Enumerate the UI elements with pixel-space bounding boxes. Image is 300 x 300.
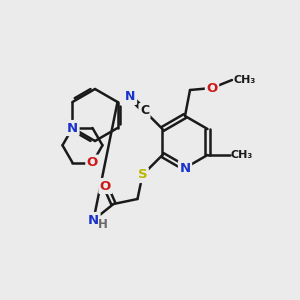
Text: O: O <box>100 179 111 193</box>
Text: N: N <box>179 161 191 175</box>
Text: S: S <box>138 169 147 182</box>
Text: CH₃: CH₃ <box>233 75 255 85</box>
Text: O: O <box>206 82 218 94</box>
Text: O: O <box>87 156 98 169</box>
Text: C: C <box>140 104 149 118</box>
Text: H: H <box>98 218 107 232</box>
Text: N: N <box>125 91 136 103</box>
Text: CH₃: CH₃ <box>230 150 253 160</box>
Text: N: N <box>88 214 99 226</box>
Text: N: N <box>67 122 78 134</box>
